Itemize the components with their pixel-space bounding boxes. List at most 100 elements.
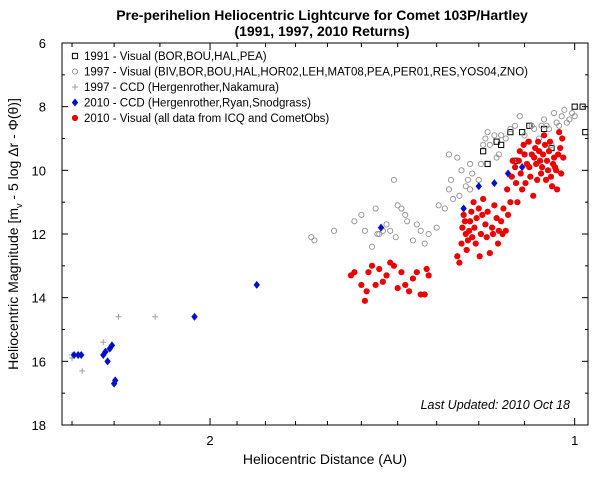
data-point <box>545 148 553 155</box>
data-point <box>466 227 473 234</box>
data-point <box>476 253 483 260</box>
data-point <box>462 183 469 190</box>
data-point <box>493 138 500 145</box>
data-point <box>553 186 561 193</box>
data-point <box>557 144 564 152</box>
data-point <box>447 176 455 183</box>
data-point <box>571 113 578 120</box>
data-point <box>469 170 476 177</box>
y-tick-label: 18 <box>32 418 46 433</box>
data-point <box>106 344 113 353</box>
data-point <box>377 223 385 232</box>
data-point <box>358 281 365 289</box>
data-point <box>498 218 505 225</box>
data-point <box>394 202 401 209</box>
data-point <box>100 339 107 346</box>
data-point <box>454 253 461 260</box>
data-point <box>376 230 383 238</box>
data-point <box>507 129 514 136</box>
data-point <box>459 224 466 231</box>
data-point <box>409 275 417 282</box>
y-axis-label: Heliocentric Magnitude [mv - 5 log Δr - … <box>5 98 24 370</box>
data-point <box>390 262 398 269</box>
data-point <box>475 176 482 183</box>
data-point <box>541 141 549 148</box>
data-point <box>548 183 556 190</box>
chart-title: Pre-perihelion Heliocentric Lightcurve f… <box>116 7 528 23</box>
data-point <box>79 367 86 374</box>
data-point <box>544 167 552 174</box>
data-point <box>514 199 521 206</box>
data-point <box>311 237 318 244</box>
data-point <box>78 350 85 359</box>
series-2010-visual <box>347 129 567 304</box>
data-point <box>361 227 368 234</box>
y-tick-label: 14 <box>32 291 46 306</box>
data-point <box>526 164 533 171</box>
data-point <box>556 122 563 129</box>
data-point <box>351 269 358 276</box>
data-point <box>516 113 523 120</box>
data-point <box>461 218 469 225</box>
data-point <box>417 227 424 234</box>
series-1997-ccd <box>69 313 159 374</box>
data-point <box>372 281 379 289</box>
data-point <box>558 113 565 120</box>
data-point <box>435 202 442 209</box>
data-point <box>571 103 578 110</box>
data-point <box>561 106 568 113</box>
data-point <box>413 221 420 228</box>
y-tick-label: 6 <box>39 36 46 51</box>
data-point <box>372 205 379 212</box>
data-point <box>402 281 409 289</box>
data-point <box>466 218 474 225</box>
data-point <box>521 132 528 139</box>
data-point <box>546 138 554 145</box>
data-point <box>475 205 482 212</box>
legend-marker <box>71 114 79 122</box>
data-point <box>538 164 546 171</box>
x-axis-label: Heliocentric Distance (AU) <box>243 451 407 467</box>
data-point <box>535 138 542 145</box>
data-point <box>480 141 487 148</box>
data-point <box>469 234 476 241</box>
data-point <box>502 227 509 234</box>
data-point <box>559 135 566 142</box>
data-point <box>500 205 507 212</box>
y-tick-label: 8 <box>39 100 46 115</box>
y-axis-label-tail: - 5 log Δr - Φ(θ)] <box>5 98 21 203</box>
data-point <box>540 116 548 123</box>
data-point <box>421 291 428 298</box>
data-point <box>491 202 498 209</box>
legend-marker <box>71 68 79 75</box>
data-point <box>421 240 428 247</box>
data-point <box>504 186 511 193</box>
data-point <box>470 199 477 206</box>
last-updated-note: Last Updated: 2010 Oct 18 <box>421 398 570 412</box>
data-point <box>102 347 109 356</box>
data-point <box>550 109 558 117</box>
data-point <box>368 243 376 250</box>
data-point <box>519 186 526 193</box>
data-point <box>387 227 394 234</box>
data-point <box>468 208 475 215</box>
legend: 1991 - Visual (BOR,BOU,HAL,PEA) 1997 - Vi… <box>71 51 528 125</box>
data-point <box>527 173 534 180</box>
data-point <box>582 129 589 136</box>
data-point <box>433 224 440 231</box>
y-axis-label-main: Heliocentric Magnitude [m <box>5 208 21 370</box>
data-point <box>491 179 498 188</box>
data-point <box>425 230 432 238</box>
data-point <box>460 211 467 218</box>
data-point <box>502 135 509 142</box>
data-point <box>374 230 381 238</box>
data-point <box>456 192 463 199</box>
data-point <box>512 122 519 129</box>
data-point <box>330 227 338 234</box>
data-point <box>486 250 493 257</box>
data-point <box>402 211 409 218</box>
data-point <box>516 148 523 155</box>
